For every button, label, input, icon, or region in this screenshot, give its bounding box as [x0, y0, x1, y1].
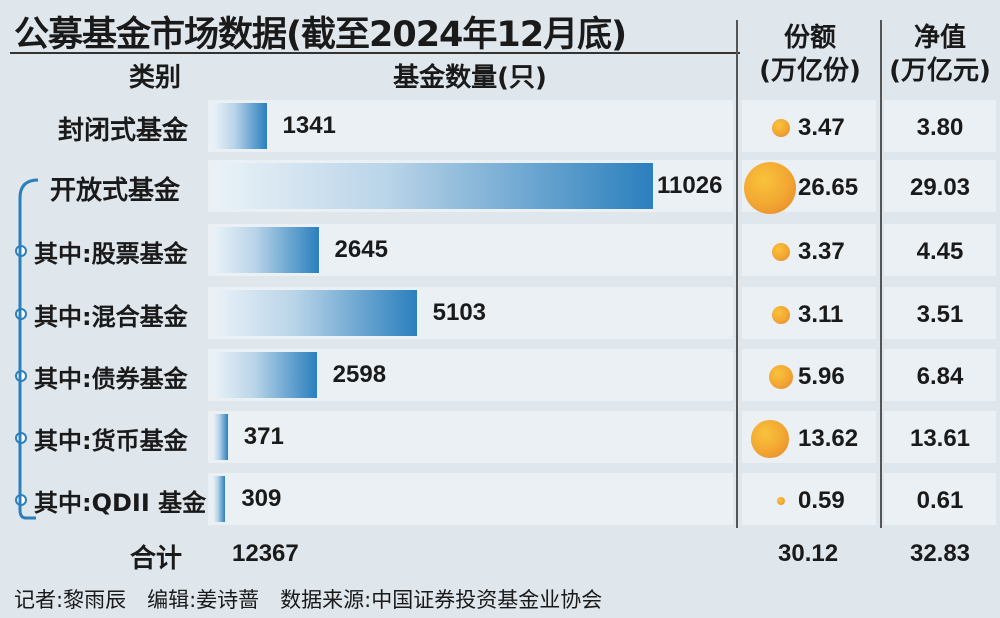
nav-value: 3.80 [916, 114, 964, 141]
total-nav: 32.83 [909, 540, 971, 567]
share-value: 5.96 [798, 363, 845, 390]
header-count: 基金数量(只) [393, 63, 547, 93]
page-title: 公募基金市场数据(截至2024年12月底) [14, 15, 627, 55]
nav-value: 4.45 [916, 238, 964, 265]
count-value: 371 [243, 423, 284, 450]
nav-value: 13.61 [909, 425, 971, 452]
count-bar [213, 476, 226, 522]
count-bar [213, 290, 417, 336]
row-background [742, 100, 876, 152]
share-bubble [777, 497, 785, 505]
share-value: 0.59 [798, 487, 845, 514]
nav-value: 3.51 [916, 301, 964, 328]
row-category-label: 其中:QDII 基金 [34, 489, 207, 517]
row-category-label: 其中:货币基金 [34, 427, 188, 455]
nav-value: 6.84 [916, 363, 964, 390]
column-divider-nav [880, 20, 882, 528]
share-value: 3.47 [798, 114, 845, 141]
row-category-label: 封闭式基金 [58, 116, 189, 146]
row-background [884, 349, 996, 401]
row-background [742, 473, 876, 525]
count-bar [213, 414, 228, 460]
header-nav: 净值 (万亿元) [889, 23, 991, 86]
share-bubble [768, 364, 794, 390]
count-value: 2598 [332, 361, 387, 388]
row-category-label: 其中:混合基金 [34, 303, 188, 331]
title-rule [10, 52, 740, 54]
count-bar [213, 103, 267, 149]
total-count: 12367 [232, 540, 299, 567]
count-bar [213, 227, 319, 273]
count-value: 11026 [657, 172, 723, 199]
row-background [208, 473, 733, 525]
share-bubble [772, 306, 790, 324]
row-background [884, 411, 996, 463]
count-value: 1341 [282, 112, 336, 139]
total-share: 30.12 [778, 540, 839, 567]
nav-value: 29.03 [909, 174, 971, 201]
footer-credits: 记者:黎雨辰 编辑:姜诗蔷 数据来源:中国证券投资基金业协会 [14, 588, 603, 612]
column-divider-share [736, 20, 738, 528]
row-background [884, 100, 996, 152]
row-background [884, 160, 996, 212]
share-bubble [744, 162, 796, 214]
share-value: 3.37 [798, 238, 845, 265]
subcategory-bracket [18, 178, 39, 520]
share-bubble [771, 242, 791, 262]
row-background [742, 224, 876, 276]
count-bar [213, 352, 317, 398]
row-background [742, 349, 876, 401]
row-category-label: 开放式基金 [50, 176, 181, 206]
share-value: 3.11 [798, 301, 844, 328]
row-background [742, 287, 876, 339]
row-background [884, 473, 996, 525]
header-share: 份额 (万亿份) [759, 23, 861, 86]
nav-value: 0.61 [916, 487, 964, 514]
share-bubble [771, 118, 791, 138]
count-value: 309 [241, 485, 282, 512]
row-category-label: 其中:债券基金 [34, 365, 188, 393]
share-bubble [751, 420, 789, 458]
row-category-label: 其中:股票基金 [34, 240, 188, 268]
share-value: 13.62 [798, 425, 859, 452]
header-category: 类别 [128, 63, 181, 93]
row-background [208, 100, 733, 152]
row-background [884, 287, 996, 339]
count-bar [213, 163, 653, 209]
count-value: 5103 [432, 299, 487, 326]
total-label: 合计 [130, 544, 183, 574]
share-value: 26.65 [798, 174, 859, 201]
row-background [208, 411, 733, 463]
count-value: 2645 [334, 236, 388, 263]
row-background [884, 224, 996, 276]
